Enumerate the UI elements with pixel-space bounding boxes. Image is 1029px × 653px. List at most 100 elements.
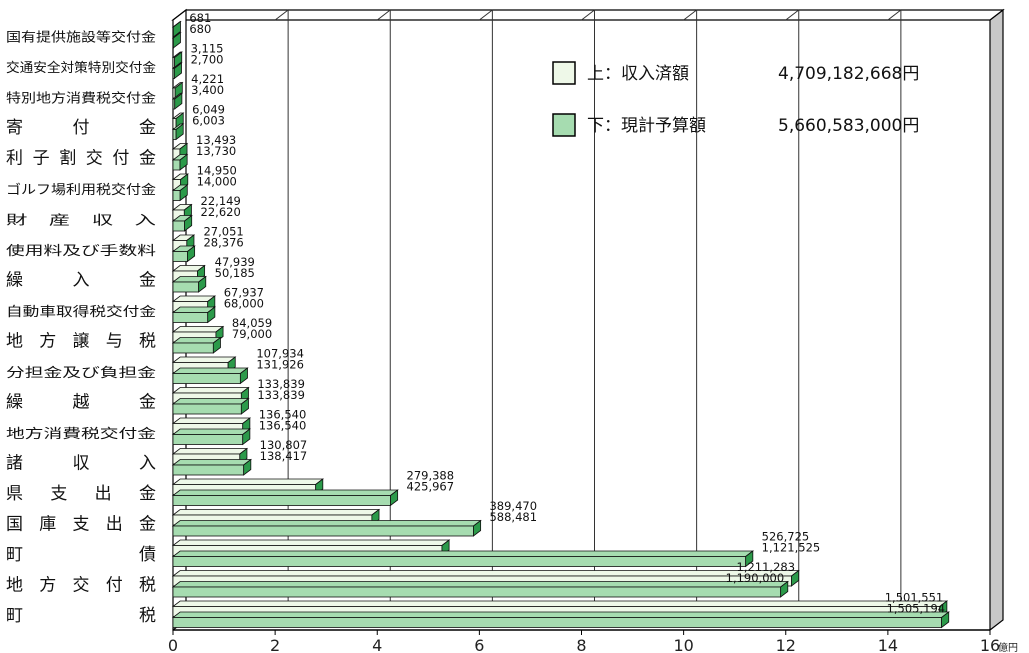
bar-top	[171, 509, 381, 516]
value-label-budget: 131,926	[256, 358, 304, 372]
bar-top	[171, 387, 250, 394]
bar-front	[172, 159, 181, 171]
bar-side	[187, 245, 196, 263]
bar-front	[172, 525, 474, 537]
bar-top	[171, 550, 755, 557]
bar-front	[172, 190, 181, 201]
bar-budget	[171, 519, 482, 537]
bar-budget	[171, 336, 222, 354]
bar-budget	[171, 397, 250, 415]
bar-front	[172, 556, 747, 567]
category-label: 寄 付 金	[6, 118, 156, 138]
x-tick-label: 8	[576, 636, 586, 653]
x-tick-label: 6	[474, 636, 484, 653]
value-label-received: 67,937	[224, 286, 264, 300]
legend-label: 上：収入済額	[587, 64, 689, 84]
value-label-budget: 79,000	[232, 327, 272, 341]
category-label: 町 税	[6, 606, 156, 626]
value-label-budget: 1,190,000	[726, 571, 785, 585]
gridline-top	[376, 9, 391, 21]
category-label: 諸 収 入	[6, 453, 156, 473]
value-label-budget: 13,730	[196, 144, 236, 158]
value-label-budget: 28,376	[203, 236, 243, 250]
bar-side	[745, 550, 754, 568]
bar-top	[171, 459, 253, 466]
bar-front	[172, 403, 242, 415]
bar-side	[184, 214, 193, 232]
bar-side	[212, 336, 221, 354]
category-label: 使用料及び手数料	[6, 243, 156, 259]
value-label-received: 389,470	[489, 499, 537, 513]
value-label-received: 681	[189, 11, 211, 25]
bar-front	[172, 251, 188, 262]
legend-total: 5,660,583,000円	[778, 116, 919, 136]
value-label-received: 47,939	[215, 255, 255, 269]
gridline-top	[887, 9, 902, 21]
category-label: 国有提供施設等交付金	[6, 29, 156, 45]
category-label: 分担金及び負担金	[6, 365, 156, 381]
x-unit-label: 億円	[998, 641, 1018, 653]
value-label-budget: 425,967	[407, 480, 455, 494]
bar-budget	[171, 489, 399, 507]
bar-side	[175, 112, 184, 130]
gridline-top	[683, 9, 697, 21]
bar-top	[171, 570, 800, 577]
bar-received	[171, 508, 381, 526]
bar-top	[171, 478, 324, 485]
bar-side	[473, 519, 482, 537]
value-label-received: 1,501,551	[885, 591, 944, 605]
gridline-top	[479, 9, 493, 21]
bar-budget	[171, 306, 217, 324]
category-label: 国庫支出金	[6, 514, 156, 534]
bar-side	[172, 20, 181, 38]
gridline-top	[274, 9, 289, 21]
bar-side	[390, 489, 399, 507]
bar-budget	[171, 92, 184, 110]
legend-total: 4,709,182,668円	[778, 64, 919, 84]
value-label-received: 130,807	[260, 438, 308, 452]
gridline-top	[785, 9, 800, 21]
x-tick-label: 12	[776, 636, 796, 653]
bar-side	[791, 569, 800, 587]
category-label: 繰 入 金	[6, 270, 156, 290]
bar-top	[171, 581, 789, 588]
bar-front	[172, 586, 782, 598]
bar-side	[239, 367, 248, 385]
category-label: 交通安全対策特別交付金	[6, 60, 156, 76]
category-label: 特別地方消費税交付金	[6, 90, 156, 106]
bar-top	[171, 356, 237, 363]
bar-top	[171, 600, 949, 607]
value-label-received: 22,149	[201, 194, 241, 208]
bar-top	[171, 489, 399, 496]
bar-front	[172, 312, 209, 323]
bar-budget	[171, 31, 182, 49]
bar-top	[171, 539, 451, 546]
x-tick-label: 2	[270, 636, 280, 653]
bar-budget	[171, 62, 183, 80]
bar-budget	[171, 428, 252, 446]
value-label-budget: 2,700	[191, 53, 224, 67]
bar-top	[171, 520, 482, 527]
bar-side	[243, 458, 252, 476]
category-label: 地方消費税交付金	[6, 426, 156, 442]
value-label-received: 4,221	[191, 72, 224, 86]
value-label-budget: 588,481	[489, 510, 537, 524]
value-label-received: 279,388	[407, 469, 455, 483]
bar-budget	[171, 611, 950, 629]
gridline-top	[581, 9, 595, 21]
bar-top	[171, 448, 249, 455]
bar-front	[172, 129, 177, 140]
bar-side	[174, 92, 183, 110]
bar-front	[172, 464, 245, 476]
bar-side	[179, 153, 188, 171]
bar-top	[171, 398, 250, 405]
bar-budget	[171, 245, 196, 263]
bar-side	[173, 62, 182, 80]
bar-top	[171, 337, 222, 344]
bar-budget	[171, 550, 755, 568]
bar-front	[172, 617, 942, 628]
bar-side	[174, 81, 183, 99]
value-label-budget: 133,839	[257, 388, 305, 402]
bar-top	[171, 611, 950, 618]
